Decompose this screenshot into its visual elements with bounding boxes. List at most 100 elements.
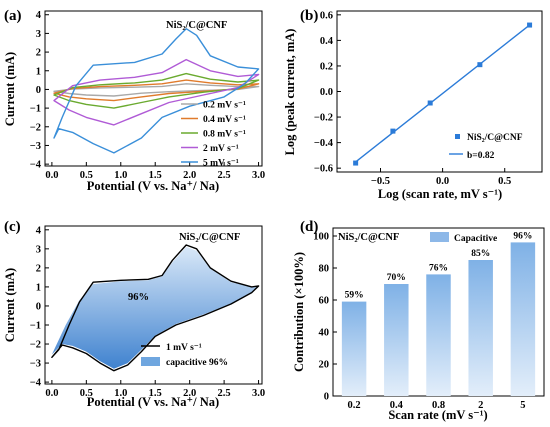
data-point — [353, 160, 359, 166]
panel-c-ytick-label: 1 — [36, 282, 41, 293]
panel-a-xtick-label: 2.5 — [218, 170, 231, 181]
panel-a-ytick-label: 0 — [36, 85, 41, 96]
panel-d-ytick-label: 40 — [319, 328, 330, 339]
bar — [510, 242, 536, 396]
panel-a-label: (a) — [4, 8, 22, 24]
panel-b-plot — [353, 22, 533, 166]
panel-b-legend-marker — [455, 134, 460, 139]
panel-a-ytick-label: 4 — [36, 10, 42, 21]
panel-a-xtick-label: 0.0 — [45, 170, 58, 181]
panel-c: (c) 0.0 0.5 1.0 1.5 2.0 2.5 3.0 −4 −3 −2 −1 0 1 2 3 4 N… — [3, 219, 265, 409]
panel-a-ytick-label: −4 — [30, 160, 42, 171]
panel-d-inner-label: NiS₂/C@CNF — [338, 232, 399, 243]
panel-c-xtick-label: 0.5 — [80, 388, 93, 399]
panel-c-ticks: 0.0 0.5 1.0 1.5 2.0 2.5 3.0 −4 −3 −2 −1 0 1 2 3 4 — [30, 225, 265, 399]
cv-curve — [53, 72, 260, 109]
panel-d-label: (d) — [300, 219, 318, 235]
panel-c-inner-label: NiS₂/C@CNF — [179, 232, 240, 243]
panel-d-xtick-label: 0.8 — [432, 400, 445, 411]
panel-c-xlabel: Potential (V vs. Na⁺/ Na) — [87, 395, 219, 409]
cv-curve — [53, 83, 260, 97]
panel-b-xtick-label: 0.5 — [498, 176, 511, 187]
panel-c-legend-cv: 1 mV s⁻¹ — [166, 343, 202, 353]
panel-b-ytick-label: −0.4 — [314, 138, 334, 149]
panel-a-frame — [44, 10, 263, 167]
panel-c-ytick-label: 4 — [36, 225, 42, 236]
panel-c-xtick-label: 2.5 — [218, 388, 231, 399]
fit-line — [355, 24, 531, 163]
panel-d-ytick-label: 100 — [313, 232, 329, 243]
bar-data-label: 96% — [513, 231, 532, 241]
panel-c-xtick-label: 1.0 — [114, 388, 127, 399]
bar-data-label: 70% — [387, 273, 406, 283]
panel-a-xtick-label: 0.5 — [80, 170, 93, 181]
panel-c-legend-capacitive: capacitive 96% — [166, 358, 228, 368]
bar-data-label: 85% — [471, 249, 490, 259]
bar — [341, 301, 367, 396]
data-point — [427, 100, 433, 106]
panel-c-plot — [51, 244, 260, 372]
panel-c-ytick-label: 3 — [36, 244, 41, 255]
panel-b-legend-fit: b=0.82 — [467, 151, 495, 161]
panel-d-ticks: 0 20 40 60 80 100 0.2 0.4 0.8 2 5 — [313, 232, 525, 412]
bar — [426, 274, 451, 396]
panel-d-ytick-label: 80 — [319, 264, 330, 275]
panel-a-ytick-label: −3 — [30, 141, 41, 152]
panel-c-legend-swatch — [141, 357, 160, 366]
panel-d-ytick-label: 60 — [319, 296, 330, 307]
panel-b-ytick-label: 0.6 — [320, 10, 333, 21]
panel-c-ytick-label: −2 — [30, 340, 41, 351]
panel-d-xtick-label: 0.4 — [390, 400, 404, 411]
panel-c-frame — [44, 225, 263, 385]
panel-c-annotation: 96% — [128, 292, 149, 303]
panel-c-ytick-label: −4 — [30, 378, 42, 389]
panel-c-xtick-label: 2.0 — [183, 388, 196, 399]
panel-b-ytick-label: −0.2 — [314, 113, 333, 124]
panel-a-ticks: 0.0 0.5 1.0 1.5 2.0 2.5 3.0 −4 −3 −2 −1 0 1 2 3 4 — [30, 10, 265, 181]
panel-a-xtick-label: 2.0 — [183, 170, 196, 181]
panel-d-ytick-label: 20 — [319, 360, 330, 371]
panel-c-xtick-label: 3.0 — [252, 388, 265, 399]
panel-d-legend-swatch — [430, 232, 449, 242]
cv-curve — [51, 244, 260, 372]
data-point — [527, 22, 533, 28]
panel-d-xtick-label: 5 — [520, 400, 525, 411]
panel-b-frame — [336, 10, 543, 173]
bar-data-label: 59% — [345, 291, 364, 301]
panel-a-ytick-label: −1 — [30, 104, 41, 115]
panel-b-ytick-label: 0.0 — [320, 87, 333, 98]
panel-b: (b) −0.5 0.0 0.5 −0.6 −0.4 −0.2 0.0 0.2 0.4 0.6 N… — [283, 8, 543, 201]
panel-a-cv-curves — [53, 28, 260, 154]
panel-c-ytick-label: 2 — [36, 263, 41, 274]
panel-c-xtick-label: 0.0 — [45, 388, 58, 399]
legend-entry: 0.8 mV s⁻¹ — [203, 130, 246, 140]
legend-entry: 0.4 mV s⁻¹ — [203, 115, 246, 125]
panel-a-ytick-label: 2 — [36, 48, 41, 59]
panel-d-legend-capacitive: Capacitive — [454, 234, 497, 244]
legend-entry: 0.2 mV s⁻¹ — [203, 101, 246, 111]
legend-entry: 2 mV s⁻¹ — [203, 144, 239, 154]
data-point — [390, 128, 396, 134]
panel-a-xtick-label: 1.5 — [149, 170, 162, 181]
panel-c-label: (c) — [4, 219, 21, 235]
panel-a-ytick-label: 1 — [36, 66, 41, 77]
cv-curve — [53, 58, 260, 126]
panel-a-ytick-label: −2 — [30, 122, 41, 133]
panel-c-xtick-label: 1.5 — [149, 388, 162, 399]
panel-a-inner-label: NiS₂/C@CNF — [166, 20, 227, 31]
legend-entry: 5 mV s⁻¹ — [203, 159, 239, 169]
panel-c-legend: 1 mV s⁻¹ capacitive 96% — [141, 343, 228, 368]
panel-c-ytick-label: −3 — [30, 359, 41, 370]
cv-curve — [53, 79, 260, 102]
panel-c-ytick-label: −1 — [30, 320, 41, 331]
panel-b-xtick-label: −0.5 — [371, 176, 390, 187]
panel-d-xtick-label: 0.2 — [348, 400, 361, 411]
cv-curve — [53, 28, 260, 154]
panel-b-xlabel: Log (scan rate, mV s⁻¹) — [378, 187, 502, 201]
bar — [384, 284, 409, 396]
panel-d-xtick-label: 2 — [478, 400, 483, 411]
panel-b-ylabel: Log (peak current, mA) — [283, 29, 297, 156]
bar — [468, 260, 493, 396]
panel-b-legend-series: NiS₂/C@CNF — [467, 133, 523, 143]
